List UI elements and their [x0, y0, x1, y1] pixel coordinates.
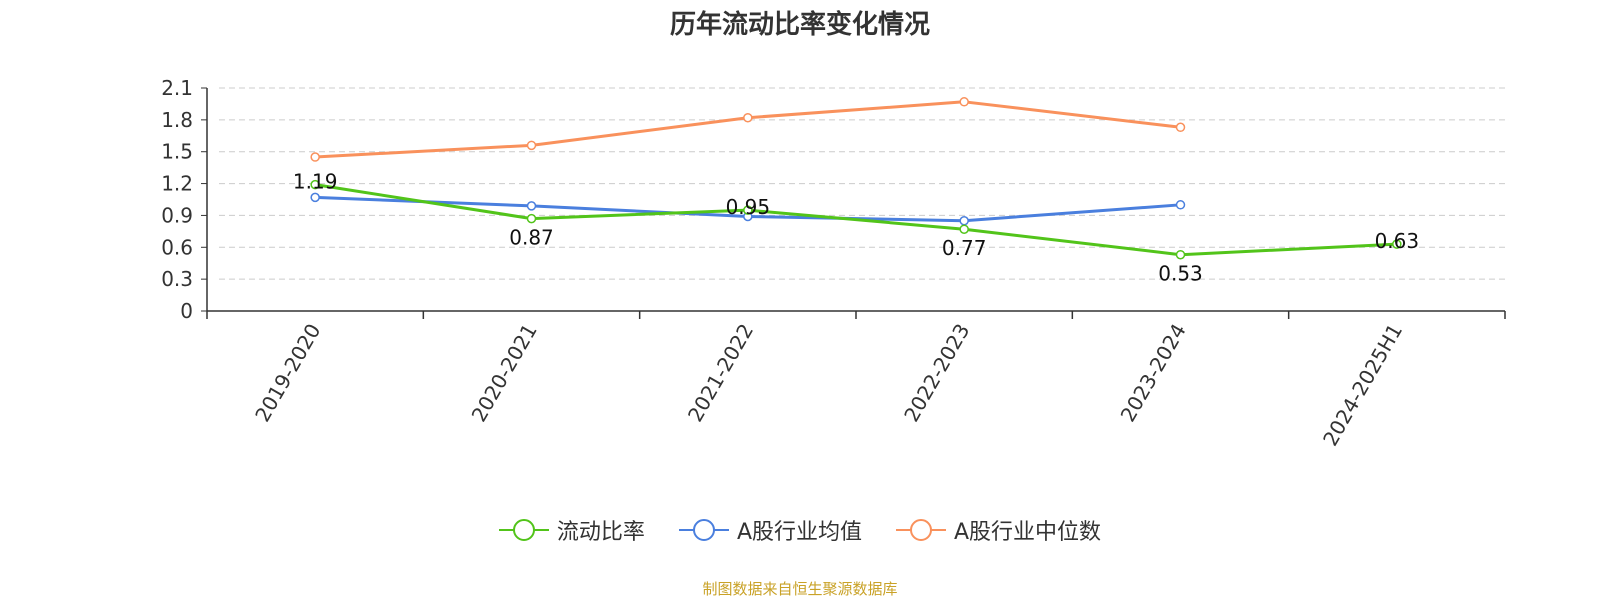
- data-point[interactable]: [1175, 249, 1186, 260]
- series-lines: [310, 97, 1402, 260]
- y-tick-label: 0.9: [161, 203, 193, 227]
- legend-line-circle-icon: [896, 519, 946, 541]
- y-tick-label: 0.3: [161, 267, 193, 291]
- data-point[interactable]: [310, 152, 320, 162]
- y-tick-label: 1.5: [161, 140, 193, 164]
- y-tick-label: 2.1: [161, 76, 193, 100]
- data-point[interactable]: [526, 213, 537, 224]
- y-tick-label: 1.2: [161, 172, 193, 196]
- source-note: 制图数据来自恒生聚源数据库: [702, 580, 898, 598]
- grid-lines: [219, 87, 1505, 280]
- data-label: 0.87: [509, 226, 554, 250]
- data-point[interactable]: [959, 215, 969, 226]
- y-tick-label: 0.6: [161, 235, 193, 259]
- axes: 0 0.3 0.6 0.9 1.2 1.5 1.8 2.1 2019-2020 2020-2021…: [161, 76, 1506, 450]
- data-point[interactable]: [1175, 200, 1186, 210]
- x-tick-label: 2024-2025H1: [1318, 320, 1407, 450]
- legend-item[interactable]: A股行业中位数: [896, 514, 1101, 546]
- series-line: [315, 100, 1181, 159]
- data-point[interactable]: [310, 179, 320, 190]
- legend-label: 流动比率: [556, 520, 645, 545]
- data-label: 0.53: [1158, 262, 1203, 286]
- legend-label: A股行业中位数: [954, 520, 1102, 545]
- data-point[interactable]: [1175, 122, 1186, 133]
- data-point[interactable]: [743, 112, 753, 123]
- legend-item[interactable]: A股行业均值: [678, 514, 862, 546]
- x-tick-label: 2023-2024: [1116, 320, 1191, 426]
- data-label: 0.77: [942, 236, 987, 260]
- legend: 流动比率 A股行业均值 A股行业中位数: [0, 514, 1600, 546]
- y-tick-label: 1.8: [161, 108, 193, 132]
- data-point[interactable]: [526, 201, 537, 211]
- x-tick-label: 2019-2020: [250, 320, 325, 426]
- data-point[interactable]: [310, 192, 320, 203]
- data-label: 0.95: [726, 195, 771, 219]
- legend-line-circle-icon: [678, 519, 729, 541]
- data-labels: 1.19 0.87 0.95 0.77 0.53 0.63: [293, 170, 1419, 286]
- data-label: 0.63: [1375, 229, 1420, 253]
- legend-line-circle-icon: [498, 519, 549, 541]
- chart-title: 历年流动比率变化情况: [669, 10, 930, 40]
- x-tick-label: 2022-2023: [899, 320, 974, 426]
- data-label: 1.19: [293, 170, 338, 194]
- x-tick-label: 2021-2022: [683, 320, 758, 426]
- data-point[interactable]: [526, 140, 537, 151]
- data-point[interactable]: [743, 205, 753, 215]
- data-point[interactable]: [1392, 239, 1402, 249]
- data-point[interactable]: [959, 97, 969, 107]
- series-line: [314, 183, 1397, 257]
- legend-label: A股行业均值: [736, 520, 862, 545]
- legend-item[interactable]: 流动比率: [498, 514, 645, 546]
- data-point[interactable]: [959, 224, 969, 234]
- x-tick-label: 2020-2021: [467, 320, 542, 426]
- y-tick-label: 0: [180, 299, 193, 323]
